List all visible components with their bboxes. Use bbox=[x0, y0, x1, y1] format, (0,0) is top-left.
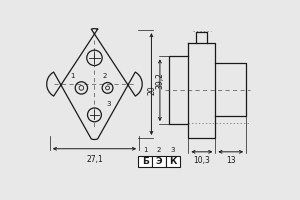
Text: 20: 20 bbox=[148, 85, 157, 95]
Text: К: К bbox=[169, 157, 177, 166]
Text: 13: 13 bbox=[226, 156, 236, 165]
Text: 1: 1 bbox=[71, 73, 75, 79]
Text: 1: 1 bbox=[143, 147, 148, 153]
Text: 10,3: 10,3 bbox=[194, 156, 210, 165]
Bar bbox=[152, 156, 166, 167]
Bar bbox=[138, 156, 152, 167]
Text: 3: 3 bbox=[106, 101, 111, 107]
Text: Б: Б bbox=[142, 157, 149, 166]
Text: 2: 2 bbox=[102, 73, 107, 79]
Text: 39,2: 39,2 bbox=[155, 73, 164, 89]
Text: 27,1: 27,1 bbox=[86, 155, 103, 164]
Text: 3: 3 bbox=[171, 147, 175, 153]
Text: Э: Э bbox=[156, 157, 163, 166]
Text: 2: 2 bbox=[157, 147, 161, 153]
Bar bbox=[166, 156, 180, 167]
